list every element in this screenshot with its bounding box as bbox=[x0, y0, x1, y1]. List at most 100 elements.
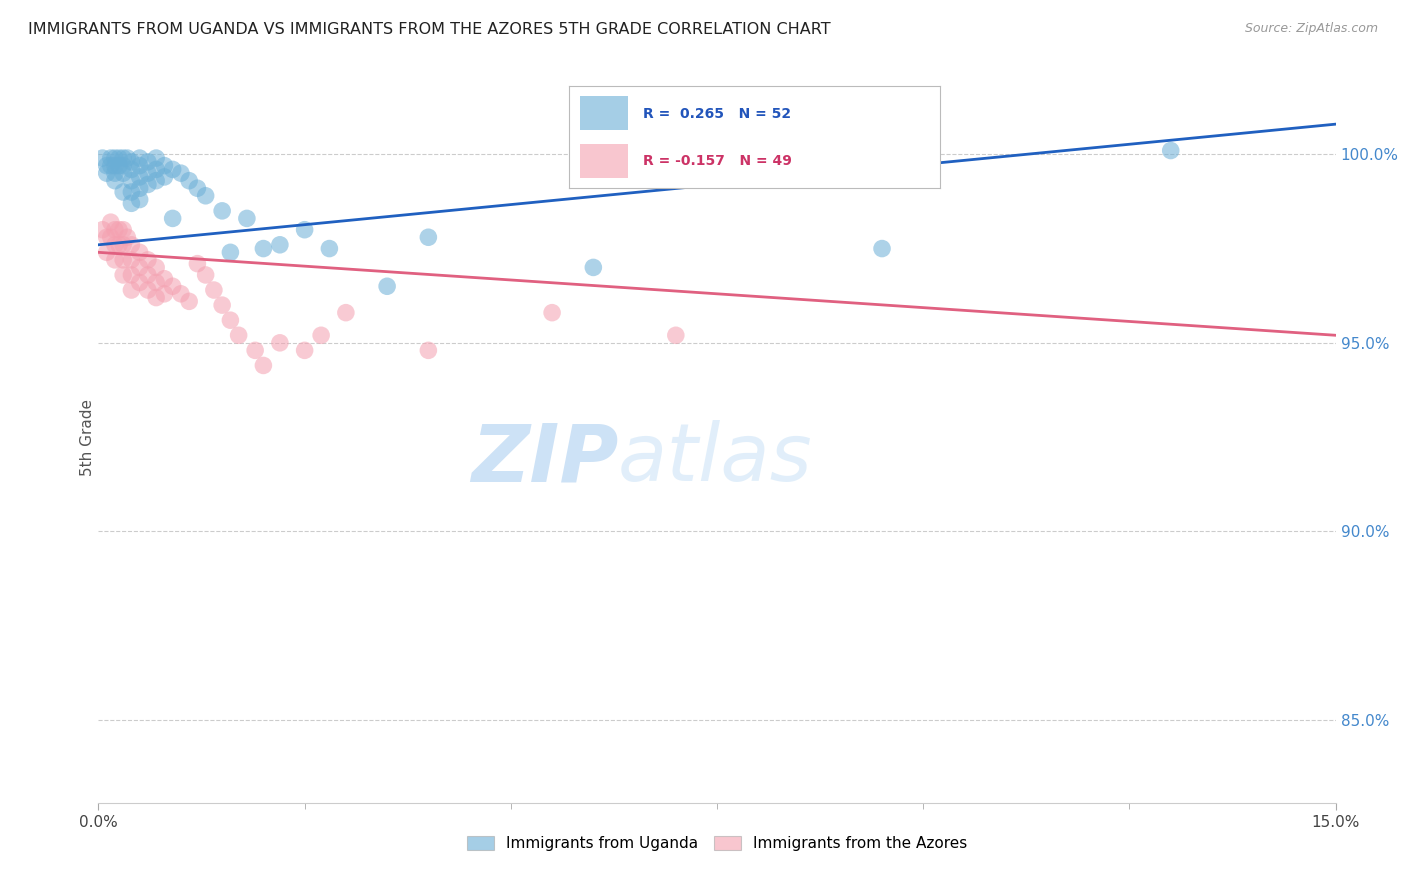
Point bbox=[162, 211, 184, 226]
Point bbox=[170, 166, 193, 180]
Point bbox=[96, 245, 118, 260]
Point bbox=[309, 328, 332, 343]
Point bbox=[128, 260, 150, 275]
Point bbox=[112, 151, 135, 165]
Point bbox=[100, 151, 122, 165]
Point bbox=[228, 328, 250, 343]
Point bbox=[112, 166, 135, 180]
Point bbox=[128, 169, 150, 184]
Point bbox=[120, 252, 142, 267]
Text: Source: ZipAtlas.com: Source: ZipAtlas.com bbox=[1244, 22, 1378, 36]
Point bbox=[104, 174, 127, 188]
Point bbox=[120, 237, 142, 252]
Point bbox=[117, 230, 139, 244]
Point bbox=[194, 188, 217, 202]
Point bbox=[179, 294, 201, 309]
Point bbox=[541, 306, 564, 320]
Point bbox=[236, 211, 259, 226]
Point bbox=[1160, 144, 1182, 158]
Point bbox=[91, 223, 114, 237]
Point bbox=[104, 159, 127, 173]
Point bbox=[91, 151, 114, 165]
Point bbox=[269, 237, 291, 252]
Text: ZIP: ZIP bbox=[471, 420, 619, 498]
Point bbox=[112, 237, 135, 252]
Point bbox=[202, 283, 225, 297]
Legend: Immigrants from Uganda, Immigrants from the Azores: Immigrants from Uganda, Immigrants from … bbox=[460, 830, 974, 857]
Point bbox=[789, 144, 811, 158]
Point bbox=[219, 245, 242, 260]
Point bbox=[418, 343, 440, 358]
Point bbox=[136, 154, 159, 169]
Point bbox=[252, 242, 274, 256]
Point bbox=[153, 159, 176, 173]
Point bbox=[211, 298, 233, 312]
Point bbox=[117, 151, 139, 165]
Point bbox=[194, 268, 217, 282]
Point bbox=[104, 166, 127, 180]
Point bbox=[136, 252, 159, 267]
Point bbox=[128, 159, 150, 173]
Point bbox=[96, 230, 118, 244]
Point bbox=[112, 268, 135, 282]
Point bbox=[136, 268, 159, 282]
Point bbox=[665, 328, 688, 343]
Point bbox=[211, 203, 233, 218]
Point bbox=[375, 279, 398, 293]
Point bbox=[96, 166, 118, 180]
Point bbox=[162, 279, 184, 293]
Point bbox=[120, 283, 142, 297]
Point bbox=[128, 181, 150, 195]
Text: IMMIGRANTS FROM UGANDA VS IMMIGRANTS FROM THE AZORES 5TH GRADE CORRELATION CHART: IMMIGRANTS FROM UGANDA VS IMMIGRANTS FRO… bbox=[28, 22, 831, 37]
Y-axis label: 5th Grade: 5th Grade bbox=[80, 399, 94, 475]
Point bbox=[294, 223, 316, 237]
Point bbox=[120, 196, 142, 211]
Point bbox=[128, 151, 150, 165]
Point bbox=[318, 242, 340, 256]
Point bbox=[252, 359, 274, 373]
Point bbox=[108, 237, 131, 252]
Point bbox=[269, 335, 291, 350]
Point bbox=[335, 306, 357, 320]
Point bbox=[162, 162, 184, 177]
Point bbox=[104, 223, 127, 237]
Point bbox=[136, 178, 159, 192]
Point bbox=[186, 257, 208, 271]
Point bbox=[112, 223, 135, 237]
Point bbox=[120, 162, 142, 177]
Point bbox=[120, 174, 142, 188]
Point bbox=[104, 151, 127, 165]
Point bbox=[108, 223, 131, 237]
Point bbox=[128, 193, 150, 207]
Point bbox=[128, 276, 150, 290]
Point bbox=[136, 166, 159, 180]
Point bbox=[108, 151, 131, 165]
Point bbox=[145, 174, 167, 188]
Point bbox=[128, 245, 150, 260]
Point bbox=[145, 151, 167, 165]
Point bbox=[112, 252, 135, 267]
Point bbox=[112, 159, 135, 173]
Point bbox=[170, 286, 193, 301]
Point bbox=[145, 162, 167, 177]
Point bbox=[96, 159, 118, 173]
Point bbox=[100, 159, 122, 173]
Point bbox=[294, 343, 316, 358]
Point bbox=[120, 268, 142, 282]
Point bbox=[100, 230, 122, 244]
Point bbox=[418, 230, 440, 244]
Point bbox=[104, 237, 127, 252]
Point bbox=[112, 185, 135, 199]
Point bbox=[153, 286, 176, 301]
Point bbox=[153, 271, 176, 285]
Point bbox=[100, 215, 122, 229]
Point bbox=[145, 291, 167, 305]
Point bbox=[870, 242, 893, 256]
Point bbox=[136, 283, 159, 297]
Point bbox=[153, 169, 176, 184]
Point bbox=[219, 313, 242, 327]
Text: atlas: atlas bbox=[619, 420, 813, 498]
Point bbox=[120, 185, 142, 199]
Point bbox=[145, 260, 167, 275]
Point bbox=[120, 154, 142, 169]
